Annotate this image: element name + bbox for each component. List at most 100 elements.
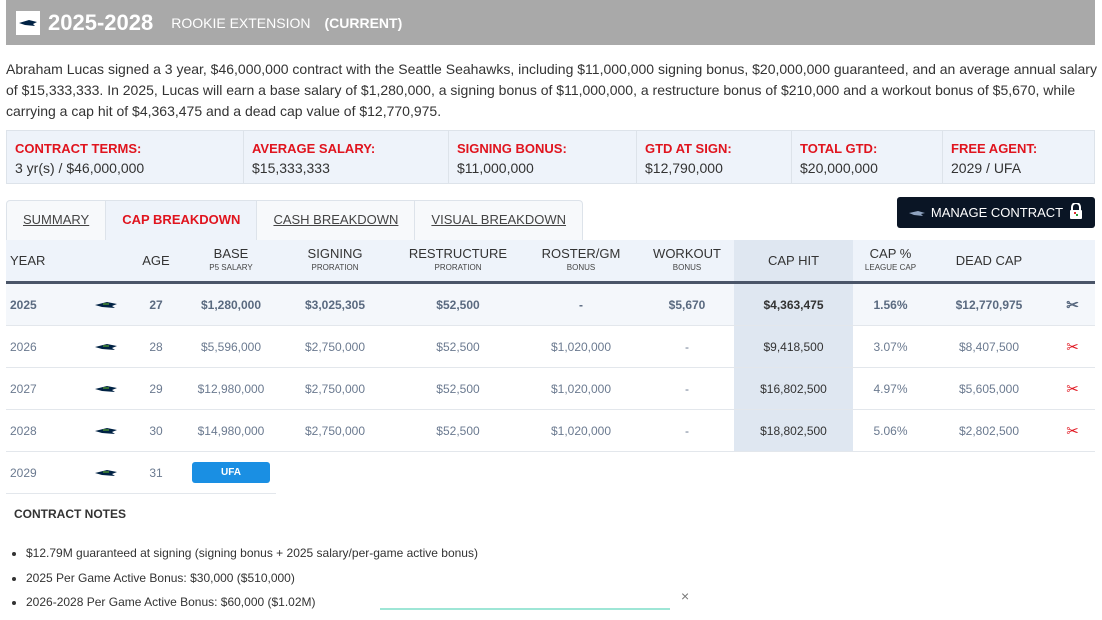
close-icon[interactable]: × xyxy=(681,588,690,604)
column-signing-proration: SIGNING PRORATION xyxy=(276,240,394,284)
column-subtitle: PRORATION xyxy=(434,262,482,272)
contract-notes-list: $12.79M guaranteed at signing (signing b… xyxy=(6,546,478,620)
table-row-free-agent: 2029 31 UFA xyxy=(6,451,1095,494)
cell-dead-cap: $5,605,000 xyxy=(928,367,1050,410)
note-item: $12.79M guaranteed at signing (signing b… xyxy=(26,546,478,571)
column-title: BASE xyxy=(213,245,249,261)
cell-year: 2026 xyxy=(6,325,86,368)
stat-value: 2029 / UFA xyxy=(951,160,1022,176)
table-row: 2028 30 $14,980,000 $2,750,000 $52,500 $1,020… xyxy=(6,409,1095,452)
cell-cap-hit: $9,418,500 xyxy=(734,325,853,368)
cell-base-salary: $1,280,000 xyxy=(186,282,276,326)
cell-roster-bonus: $1,020,000 xyxy=(522,409,640,452)
column-team xyxy=(86,240,126,284)
cell-cap-hit: $18,802,500 xyxy=(734,409,853,452)
column-subtitle: LEAGUE CAP xyxy=(864,262,917,272)
cell-roster-bonus: $1,020,000 xyxy=(522,325,640,368)
stat-value: $15,333,333 xyxy=(252,160,330,176)
column-subtitle: BONUS xyxy=(566,262,596,272)
column-year: YEAR xyxy=(6,240,86,284)
seahawks-logo-icon xyxy=(908,205,925,220)
column-title: AGE xyxy=(142,252,170,268)
cell-year: 2028 xyxy=(6,409,86,452)
team-logo-icon xyxy=(86,409,126,452)
cell-year: 2029 xyxy=(6,451,86,494)
stat-free-agent: FREE AGENT: 2029 / UFA xyxy=(943,131,1094,183)
team-logo-icon xyxy=(86,325,126,368)
column-base-salary: BASE P5 SALARY xyxy=(186,240,276,284)
column-title: DEAD CAP xyxy=(955,252,1023,268)
cell-age: 31 xyxy=(126,451,186,494)
cell-workout-bonus: - xyxy=(640,409,734,452)
stat-label: SIGNING BONUS: xyxy=(457,141,567,156)
stat-gtd-at-sign: GTD AT SIGN: $12,790,000 xyxy=(637,131,792,183)
stat-label: GTD AT SIGN: xyxy=(645,141,732,156)
cell-workout-bonus: $5,670 xyxy=(640,282,734,326)
cell-age: 30 xyxy=(126,409,186,452)
cell-dead-cap: $12,770,975 xyxy=(928,282,1050,326)
ufa-badge: UFA xyxy=(192,462,270,483)
manage-contract-label: MANAGE CONTRACT xyxy=(930,205,1064,220)
team-logo-icon xyxy=(86,451,126,494)
tab-cash-breakdown[interactable]: CASH BREAKDOWN xyxy=(257,201,416,240)
contract-stats: CONTRACT TERMS: 3 yr(s) / $46,000,000 AVE… xyxy=(6,130,1095,184)
note-item: 2026-2028 Per Game Active Bonus: $60,000… xyxy=(26,595,478,620)
stat-label: FREE AGENT: xyxy=(951,141,1038,156)
table-row: 2027 29 $12,980,000 $2,750,000 $52,500 $1,020… xyxy=(6,367,1095,410)
column-subtitle: P5 SALARY xyxy=(209,262,253,272)
ad-banner-edge xyxy=(380,608,670,610)
column-subtitle: PRORATION xyxy=(311,262,359,272)
scissors-icon[interactable]: ✂ xyxy=(1050,282,1095,326)
cell-roster-bonus: $1,020,000 xyxy=(522,367,640,410)
scissors-icon[interactable]: ✂ xyxy=(1050,367,1095,410)
scissors-icon[interactable]: ✂ xyxy=(1050,325,1095,368)
tab-summary[interactable]: SUMMARY xyxy=(7,201,107,240)
cell-signing-proration: $2,750,000 xyxy=(276,367,394,410)
stat-total-gtd: TOTAL GTD: $20,000,000 xyxy=(792,131,943,183)
column-title: WORKOUT xyxy=(653,245,721,261)
column-subtitle: BONUS xyxy=(672,262,702,272)
table-row: 2025 27 $1,280,000 $3,025,305 $52,500- $5,670… xyxy=(6,282,1095,326)
cell-cap-percent: 4.97% xyxy=(853,367,928,410)
cell-signing-proration: $2,750,000 xyxy=(276,409,394,452)
table-header-row: YEAR AGE BASE P5 SALARY SIGNING PRORATION REST… xyxy=(6,240,1095,284)
stat-label: AVERAGE SALARY: xyxy=(252,141,376,156)
column-age: AGE xyxy=(126,240,186,284)
cell-age: 29 xyxy=(126,367,186,410)
column-dead-cap: DEAD CAP xyxy=(928,240,1050,284)
stat-value: $12,790,000 xyxy=(645,160,723,176)
contract-status: (CURRENT) xyxy=(324,14,403,31)
manage-contract-button[interactable]: MANAGE CONTRACT xyxy=(897,197,1095,228)
lock-icon xyxy=(1069,202,1083,222)
contract-type: ROOKIE EXTENSION xyxy=(171,14,311,31)
stat-signing-bonus: SIGNING BONUS: $11,000,000 xyxy=(449,131,637,183)
cell-roster-bonus: - xyxy=(522,282,640,326)
table-row: 2026 28 $5,596,000 $2,750,000 $52,500 $1,020,… xyxy=(6,325,1095,368)
cell-cap-percent: 3.07% xyxy=(853,325,928,368)
team-logo-icon xyxy=(86,367,126,410)
scissors-icon[interactable]: ✂ xyxy=(1050,409,1095,452)
cell-signing-proration: $2,750,000 xyxy=(276,325,394,368)
stat-value: $20,000,000 xyxy=(800,160,878,176)
cell-base-salary: $12,980,000 xyxy=(186,367,276,410)
tab-cap-breakdown[interactable]: CAP BREAKDOWN xyxy=(106,201,258,240)
contract-notes-title: CONTRACT NOTES xyxy=(14,507,126,521)
column-title: ROSTER/GM xyxy=(541,245,621,261)
cell-restructure-proration: $52,500 xyxy=(394,325,522,368)
column-roster-bonus: ROSTER/GM BONUS xyxy=(522,240,640,284)
note-item: 2025 Per Game Active Bonus: $30,000 ($51… xyxy=(26,571,478,596)
stat-average-salary: AVERAGE SALARY: $15,333,333 xyxy=(244,131,449,183)
column-title: RESTRUCTURE xyxy=(408,245,508,261)
tab-visual-breakdown[interactable]: VISUAL BREAKDOWN xyxy=(431,212,567,227)
column-restructure-proration: RESTRUCTURE PRORATION xyxy=(394,240,522,284)
cell-cap-hit: $4,363,475 xyxy=(734,282,853,326)
cell-dead-cap: $8,407,500 xyxy=(928,325,1050,368)
cell-restructure-proration: $52,500 xyxy=(394,282,522,326)
stat-label: TOTAL GTD: xyxy=(800,141,878,156)
seahawks-logo-icon xyxy=(16,10,40,35)
column-workout-bonus: WORKOUT BONUS xyxy=(640,240,734,284)
cap-breakdown-table: YEAR AGE BASE P5 SALARY SIGNING PRORATION REST… xyxy=(6,240,1095,494)
cell-signing-proration: $3,025,305 xyxy=(276,282,394,326)
column-cap-hit: CAP HIT xyxy=(734,240,853,284)
breakdown-tabs: SUMMARY CAP BREAKDOWN CASH BREAKDOWN VIS… xyxy=(6,200,584,240)
